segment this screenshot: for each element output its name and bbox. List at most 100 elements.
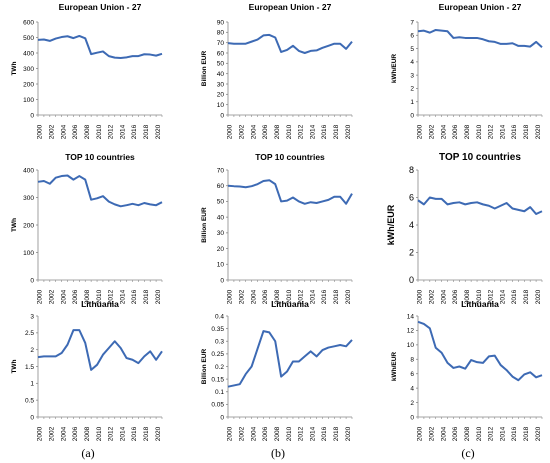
x-tick-label: 2018 — [333, 124, 340, 139]
x-tick-label: 2018 — [333, 426, 340, 441]
y-tick-label: 0 — [30, 277, 34, 284]
y-tick-label: 5 — [410, 46, 414, 53]
x-tick-label: 2012 — [108, 289, 115, 304]
x-tick-label: 2008 — [84, 289, 91, 304]
y-tick-label: 40 — [217, 214, 225, 221]
y-tick-label: 10 — [407, 342, 415, 349]
y-tick-label: 200 — [23, 81, 34, 88]
x-tick-label: 2006 — [262, 289, 269, 304]
y-tick-label: 0.5 — [25, 397, 34, 404]
series-line — [37, 34, 163, 59]
x-tick-label: 2008 — [464, 124, 471, 139]
x-tick-label: 2016 — [321, 289, 328, 304]
series-line — [227, 179, 353, 205]
x-tick-label: 2014 — [499, 426, 506, 441]
series-line — [417, 320, 543, 382]
y-tick-label: 200 — [23, 222, 34, 229]
x-tick-label: 2006 — [262, 426, 269, 441]
chart-eu-eur: European Union - 27 Billion EUR 0 10 20 30 40 5… — [201, 2, 353, 139]
x-tick-label: 2004 — [250, 426, 257, 441]
y-tick-label: 3 — [410, 72, 414, 79]
x-tick-label: 2002 — [49, 124, 56, 139]
x-tick-label: 2020 — [535, 289, 542, 304]
x-tick-label: 2014 — [119, 124, 126, 139]
x-tick-label: 2006 — [452, 289, 459, 304]
y-tick-label: 1 — [410, 99, 414, 106]
x-tick-label: 2010 — [96, 289, 103, 304]
chart-top10-kwh: TOP 10 countries kWh/EUR 0 2 4 6 8 2000 2002 2004… — [386, 152, 543, 304]
x-tick-label: 2018 — [523, 289, 530, 304]
y-tick-label: 0 — [410, 414, 414, 421]
x-tick-label: 2008 — [274, 426, 281, 441]
x-tick-label: 2006 — [72, 426, 79, 441]
panel-label-a: (a) — [81, 446, 94, 460]
series-line — [227, 330, 353, 388]
x-tick-label: 2016 — [321, 426, 328, 441]
x-tick-label: 2008 — [84, 124, 91, 139]
y-tick-label: 400 — [23, 50, 34, 57]
x-tick-label: 2002 — [49, 289, 56, 304]
y-tick-label: 0 — [30, 414, 34, 421]
x-tick-label: 2016 — [511, 124, 518, 139]
x-tick-label: 2002 — [429, 426, 436, 441]
x-tick-label: 2012 — [488, 124, 495, 139]
y-tick-label: 0.4 — [215, 313, 224, 320]
y-axis-label: kWh/EUR — [391, 54, 398, 84]
x-tick-label: 2016 — [131, 426, 138, 441]
y-tick-label: 100 — [23, 250, 34, 257]
y-tick-label: 50 — [217, 199, 225, 206]
x-tick-label: 2016 — [131, 124, 138, 139]
x-tick-label: 2018 — [333, 289, 340, 304]
y-tick-label: 20 — [217, 92, 225, 99]
y-tick-label: 10 — [217, 262, 225, 269]
series-line — [37, 329, 163, 371]
x-tick-label: 2008 — [464, 289, 471, 304]
x-tick-label: 2010 — [476, 426, 483, 441]
x-tick-label: 2006 — [72, 124, 79, 139]
y-tick-label: 4 — [410, 385, 414, 392]
x-tick-label: 2000 — [417, 426, 424, 441]
x-tick-label: 2016 — [131, 289, 138, 304]
y-tick-label: 300 — [23, 195, 34, 202]
y-tick-label: 1 — [30, 381, 34, 388]
x-tick-label: 2016 — [511, 289, 518, 304]
y-tick-label: 60 — [217, 50, 225, 57]
y-tick-label: 0.2 — [215, 364, 224, 371]
series-line — [417, 28, 543, 48]
x-tick-label: 2010 — [96, 426, 103, 441]
x-tick-label: 2008 — [464, 426, 471, 441]
x-tick-label: 2006 — [72, 289, 79, 304]
y-tick-label: 8 — [409, 165, 414, 175]
x-tick-label: 2002 — [239, 426, 246, 441]
y-tick-label: 4 — [409, 220, 414, 230]
y-tick-label: 0 — [409, 275, 414, 285]
x-tick-label: 2012 — [108, 124, 115, 139]
y-tick-label: 300 — [23, 66, 34, 73]
x-tick-label: 2020 — [535, 124, 542, 139]
y-tick-label: 0 — [410, 112, 414, 119]
x-tick-label: 2010 — [286, 124, 293, 139]
x-tick-label: 2014 — [119, 426, 126, 441]
y-tick-label: 0.35 — [211, 326, 224, 333]
y-axis-label: TWh — [11, 61, 18, 75]
y-tick-label: 100 — [23, 97, 34, 104]
x-tick-label: 2000 — [37, 124, 44, 139]
y-tick-label: 8 — [410, 357, 414, 364]
x-tick-label: 2014 — [309, 426, 316, 441]
x-tick-label: 2008 — [274, 289, 281, 304]
x-tick-label: 2006 — [452, 426, 459, 441]
x-tick-label: 2004 — [440, 289, 447, 304]
chart-title: European Union - 27 — [249, 2, 332, 12]
y-tick-label: 70 — [217, 40, 225, 47]
x-tick-label: 2006 — [452, 124, 459, 139]
chart-title: TOP 10 countries — [255, 152, 325, 162]
chart-eu-kwh: European Union - 27 kWh/EUR 0 1 2 3 4 5 6 7 2000 20… — [391, 2, 543, 139]
x-tick-label: 2004 — [440, 124, 447, 139]
chart-lt-eur: Lithuania Billion EUR 0 0.05 0.1 0.15 0.2 0.25 0… — [201, 299, 353, 441]
x-tick-label: 2010 — [286, 289, 293, 304]
y-tick-label: 10 — [217, 102, 225, 109]
x-tick-label: 2012 — [488, 289, 495, 304]
x-tick-label: 2000 — [417, 124, 424, 139]
chart-title: Lithuania — [271, 299, 309, 309]
x-tick-label: 2012 — [108, 426, 115, 441]
